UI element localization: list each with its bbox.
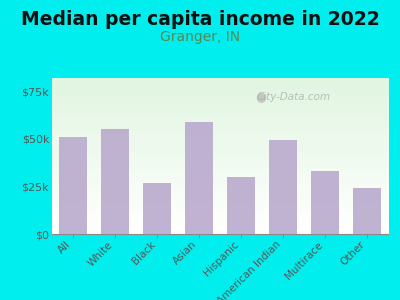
Bar [59, 137, 87, 234]
Bar [185, 122, 213, 234]
Bar [269, 140, 297, 234]
Bar [227, 177, 255, 234]
Bar [143, 183, 171, 234]
Text: Median per capita income in 2022: Median per capita income in 2022 [21, 10, 379, 29]
Text: City-Data.com: City-Data.com [257, 92, 331, 102]
Bar [311, 171, 339, 234]
Bar [101, 129, 129, 234]
Text: Granger, IN: Granger, IN [160, 31, 240, 44]
Text: ●: ● [255, 90, 266, 103]
Bar [353, 188, 381, 234]
